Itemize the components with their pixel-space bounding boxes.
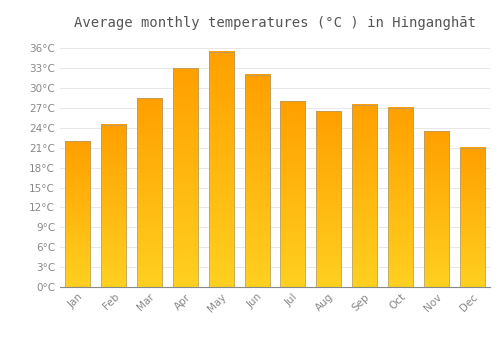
Bar — [352, 105, 377, 287]
Bar — [101, 125, 126, 287]
Bar — [280, 101, 305, 287]
Bar — [460, 148, 484, 287]
Title: Average monthly temperatures (°C ) in Hinganghāt: Average monthly temperatures (°C ) in Hi… — [74, 16, 476, 30]
Bar — [244, 75, 270, 287]
Bar — [208, 51, 234, 287]
Bar — [388, 108, 413, 287]
Bar — [137, 98, 162, 287]
Bar — [424, 131, 449, 287]
Bar — [316, 111, 342, 287]
Bar — [66, 141, 90, 287]
Bar — [173, 68, 198, 287]
